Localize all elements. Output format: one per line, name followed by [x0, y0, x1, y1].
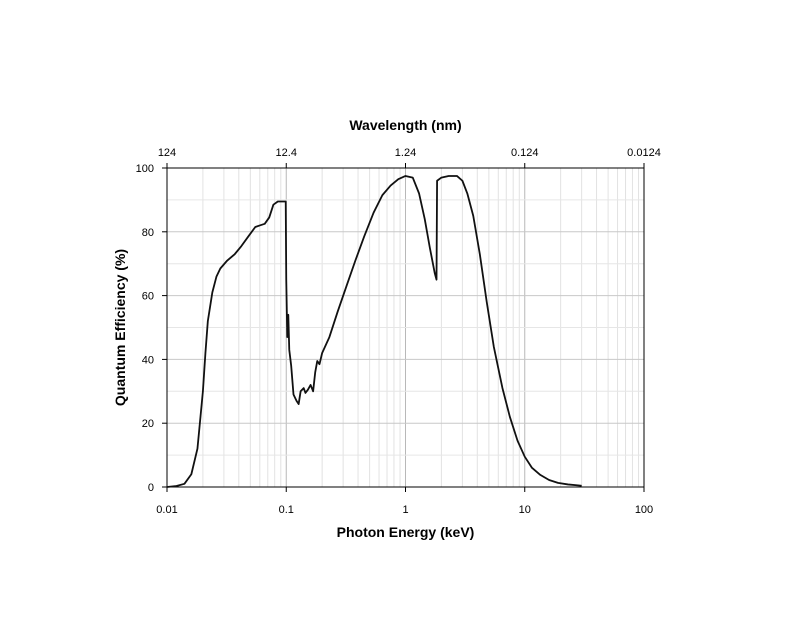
x2-tick-label: 124	[158, 147, 176, 159]
y-tick-label: 40	[142, 354, 154, 366]
top-axis-title: Wavelength (nm)	[349, 117, 461, 133]
y-tick-label: 80	[142, 227, 154, 239]
x-axis-title: Photon Energy (keV)	[337, 524, 475, 540]
y-tick-label: 20	[142, 418, 154, 430]
x-tick-label: 100	[635, 504, 653, 516]
y-axis-title: Quantum Efficiency (%)	[112, 249, 128, 406]
series-line-quantum-efficiency	[166, 175, 582, 488]
x-tick-label: 1	[402, 504, 408, 516]
x2-tick-label: 0.0124	[627, 147, 661, 159]
y-tick-label: 0	[148, 482, 154, 494]
y-tick-label: 100	[136, 163, 154, 175]
x-tick-label: 0.1	[279, 504, 294, 516]
x-tick-label: 0.01	[156, 504, 177, 516]
axis-ticks	[162, 163, 645, 492]
grid	[166, 168, 644, 487]
x-tick-label: 10	[519, 504, 531, 516]
x2-tick-label: 0.124	[511, 147, 539, 159]
x2-tick-label: 1.24	[395, 147, 416, 159]
tick-labels: 0.01 0.1 1 10 100 124 12.4 1.24 0.124 0.0124 0 20 40…	[136, 147, 661, 516]
x2-tick-label: 12.4	[276, 147, 297, 159]
y-tick-label: 60	[142, 291, 154, 303]
